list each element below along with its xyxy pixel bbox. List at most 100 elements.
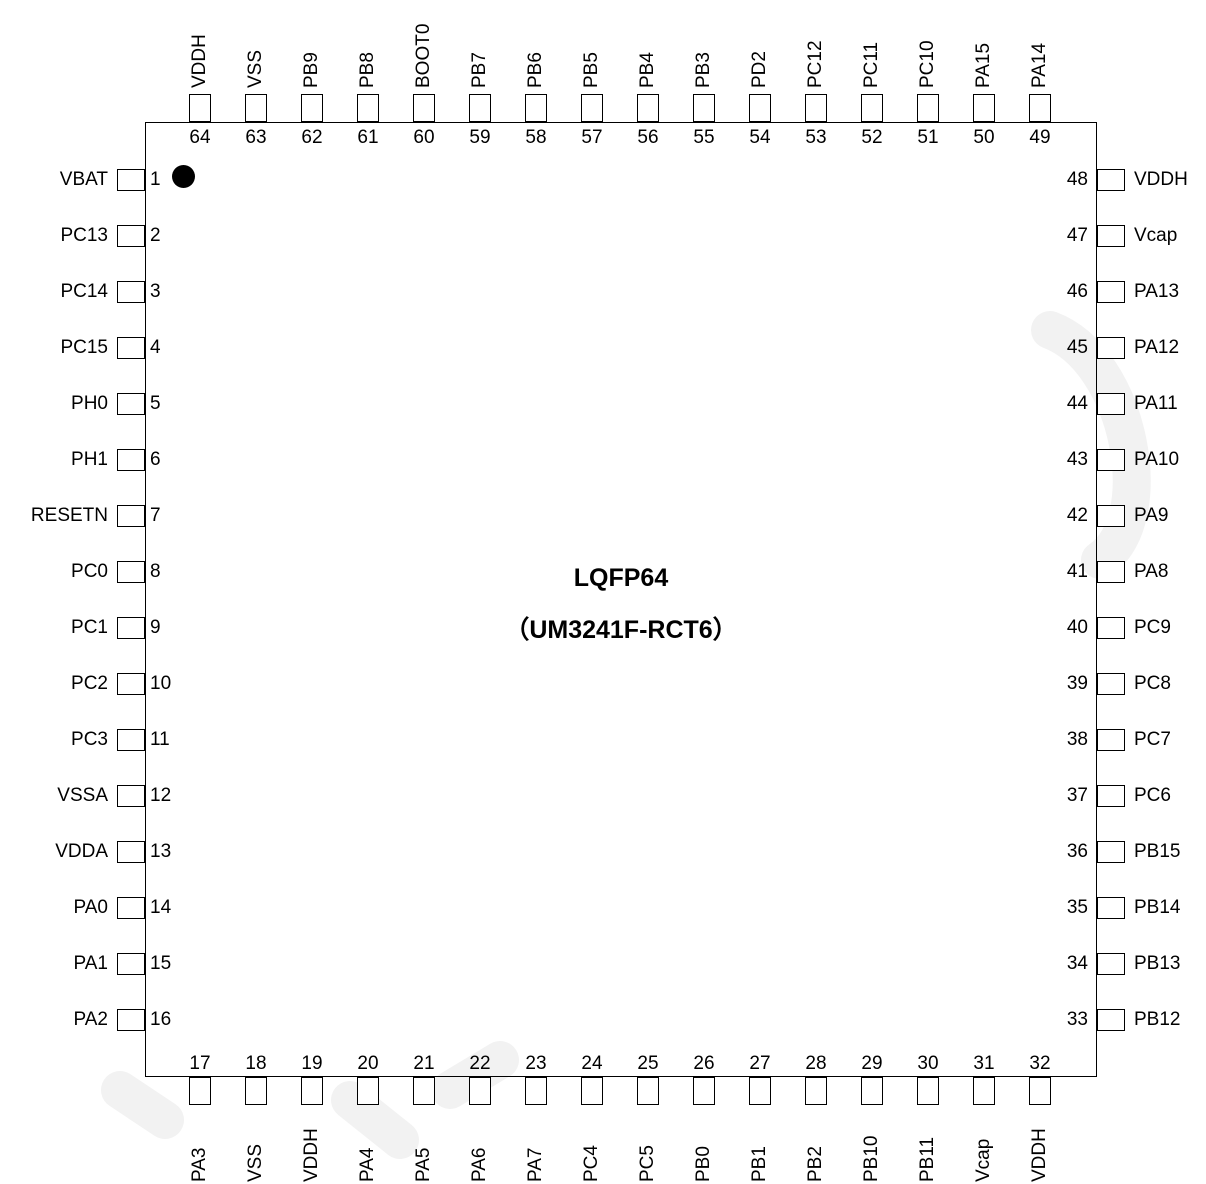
pin-number: 38	[1066, 729, 1088, 750]
pin-number: 5	[150, 393, 161, 414]
pin-number: 7	[150, 505, 161, 526]
pin-number: 15	[150, 953, 172, 974]
pin-name: PC1	[71, 617, 108, 638]
pin-pad	[469, 94, 491, 122]
pin-number: 25	[637, 1053, 659, 1074]
pin-pad	[637, 1077, 659, 1105]
pin-name: PB5	[581, 52, 602, 88]
pin-number: 59	[469, 127, 491, 148]
pin-number: 16	[150, 1009, 172, 1030]
pin-number: 13	[150, 841, 172, 862]
pin-name: VDDH	[301, 1128, 322, 1182]
pin-name: VDDH	[1029, 1128, 1050, 1182]
pin-name: PB4	[637, 52, 658, 88]
pin-pad	[117, 841, 145, 863]
pin-number: 48	[1066, 169, 1088, 190]
pin-name: PA9	[1134, 505, 1169, 526]
pin-pad	[117, 953, 145, 975]
pin-name: PC10	[917, 40, 938, 88]
pin-name: PB13	[1134, 953, 1181, 974]
pin-number: 52	[861, 127, 883, 148]
pin-name: PA1	[73, 953, 108, 974]
pin-number: 51	[917, 127, 939, 148]
pin-pad	[1097, 673, 1125, 695]
pin-name: PC12	[805, 40, 826, 88]
pin-pad	[1097, 561, 1125, 583]
pin-number: 8	[150, 561, 161, 582]
pin-number: 50	[973, 127, 995, 148]
pin-number: 33	[1066, 1009, 1088, 1030]
pin-name: PB8	[357, 52, 378, 88]
pin-number: 53	[805, 127, 827, 148]
pin-number: 61	[357, 127, 379, 148]
pin-number: 34	[1066, 953, 1088, 974]
pin-pad	[1097, 393, 1125, 415]
pin-pad	[1097, 337, 1125, 359]
pin-pad	[117, 169, 145, 191]
pin-name: RESETN	[30, 505, 108, 526]
pin-pad	[917, 1077, 939, 1105]
pin-pad	[693, 1077, 715, 1105]
pin-name: PA8	[1134, 561, 1169, 582]
pin-number: 49	[1029, 127, 1051, 148]
pin-name: PB15	[1134, 841, 1181, 862]
pin-name: Vcap	[1134, 225, 1178, 246]
pin-number: 3	[150, 281, 161, 302]
pin-name: PA12	[1134, 337, 1180, 358]
pin-number: 42	[1066, 505, 1088, 526]
pin-number: 56	[637, 127, 659, 148]
pin-name: PB7	[469, 52, 490, 88]
pin-name: PC4	[581, 1145, 602, 1182]
pin-pad	[117, 337, 145, 359]
pin-pad	[357, 1077, 379, 1105]
pin-number: 55	[693, 127, 715, 148]
pin-name: PB11	[917, 1136, 938, 1182]
pin-number: 35	[1066, 897, 1088, 918]
pin-name: PB3	[693, 52, 714, 88]
pin-name: PC11	[861, 41, 882, 88]
pin-pad	[1029, 94, 1051, 122]
pin-pad	[469, 1077, 491, 1105]
pin-name: PC0	[71, 561, 108, 582]
pin-number: 20	[357, 1053, 379, 1074]
pin-pad	[749, 94, 771, 122]
pin-name: PH1	[71, 449, 108, 470]
pin-pad	[301, 94, 323, 122]
pin-name: VDDH	[189, 34, 210, 88]
pin1-marker-icon	[172, 165, 195, 188]
pin-name: PC8	[1134, 673, 1171, 694]
pin-name: PC14	[60, 281, 108, 302]
pin-pad	[805, 94, 827, 122]
pin-pad	[1097, 841, 1125, 863]
pin-pad	[117, 561, 145, 583]
pin-name: PB0	[693, 1146, 714, 1182]
pin-number: 36	[1066, 841, 1088, 862]
pin-number: 46	[1066, 281, 1088, 302]
pin-number: 58	[525, 127, 547, 148]
pin-number: 22	[469, 1053, 491, 1074]
pin-pad	[749, 1077, 771, 1105]
pin-number: 63	[245, 127, 267, 148]
pin-pad	[189, 94, 211, 122]
pin-pad	[1029, 1077, 1051, 1105]
pin-number: 62	[301, 127, 323, 148]
pin-pad	[357, 94, 379, 122]
pin-pad	[117, 281, 145, 303]
pin-pad	[413, 94, 435, 122]
pin-name: VSSA	[57, 785, 108, 806]
pin-pad	[117, 449, 145, 471]
pin-name: PC3	[71, 729, 108, 750]
pin-pad	[973, 94, 995, 122]
pin-number: 28	[805, 1053, 827, 1074]
pin-number: 19	[301, 1053, 323, 1074]
pin-number: 14	[150, 897, 172, 918]
pin-pad	[525, 94, 547, 122]
pin-number: 30	[917, 1053, 939, 1074]
pin-pad	[245, 1077, 267, 1105]
pin-number: 40	[1066, 617, 1088, 638]
pin-number: 18	[245, 1053, 267, 1074]
pin-number: 4	[150, 337, 161, 358]
pin-pad	[117, 729, 145, 751]
pin-pad	[1097, 953, 1125, 975]
pin-pad	[117, 673, 145, 695]
